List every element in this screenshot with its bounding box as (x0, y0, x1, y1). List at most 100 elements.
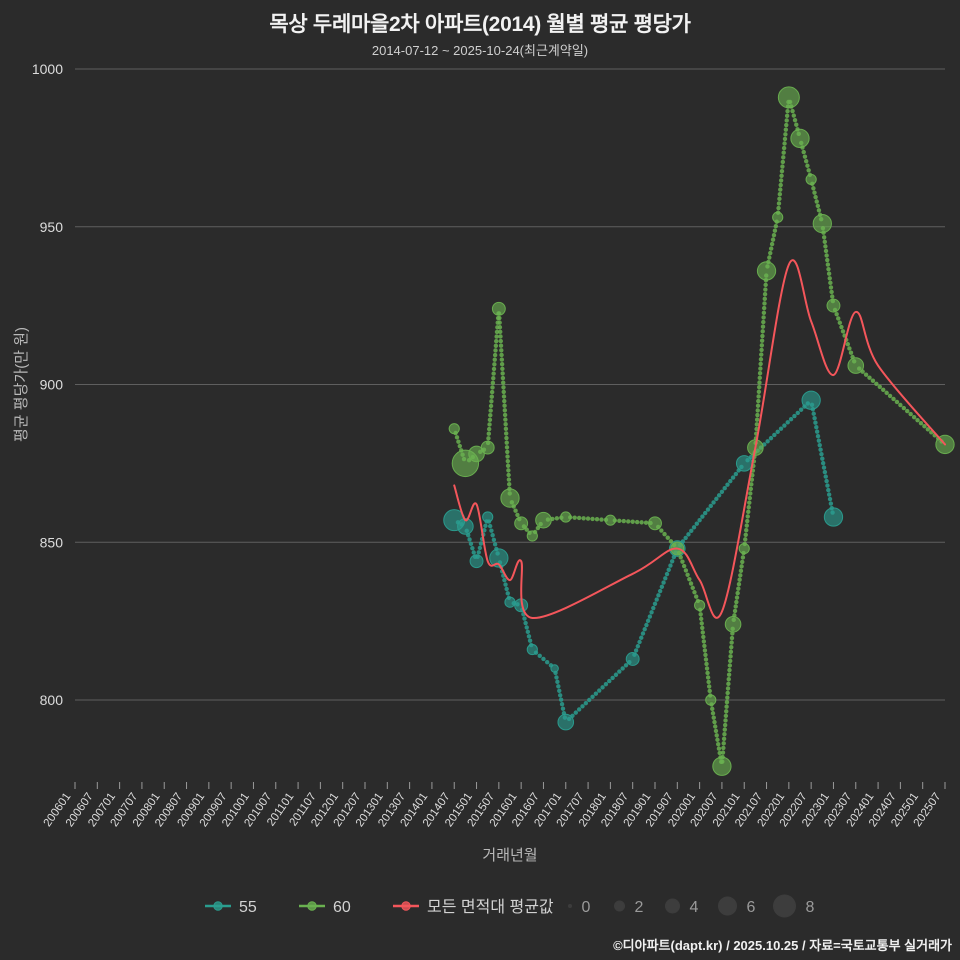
series-connector-dot (722, 486, 727, 491)
series-connector-dot (693, 594, 699, 599)
series-connector-dot (590, 516, 595, 522)
series-connector-dot (769, 241, 775, 247)
series-connector-dot (635, 644, 641, 649)
data-point-bubble[interactable] (482, 511, 494, 523)
series-connector-dot (497, 315, 502, 321)
legend-item-60[interactable]: 60 (299, 899, 351, 916)
series-connector-dot (668, 539, 674, 544)
series-connector-dot (768, 246, 774, 251)
series-connector-dot (454, 435, 460, 440)
data-point-bubble[interactable] (735, 455, 753, 472)
data-point-bubble[interactable] (604, 514, 616, 526)
data-point-bubble[interactable] (826, 298, 841, 313)
data-point-bubble[interactable] (823, 507, 844, 527)
data-point-bubble[interactable] (772, 211, 784, 223)
data-point-bubble[interactable] (790, 128, 810, 149)
data-point-bubble[interactable] (694, 599, 706, 611)
data-point-bubble[interactable] (448, 423, 460, 435)
data-point-bubble[interactable] (712, 756, 732, 776)
series-connector-dot (759, 352, 764, 357)
series-connector-dot (845, 341, 851, 347)
data-point-bubble[interactable] (705, 694, 717, 706)
data-point-bubble[interactable] (526, 643, 538, 656)
series-connector-dot (590, 694, 595, 700)
series-connector-dot (738, 573, 743, 578)
data-point-bubble[interactable] (526, 530, 538, 542)
series-connector-dot (554, 675, 559, 680)
series-connector-dot (661, 580, 666, 585)
series-connector-dot (814, 199, 819, 204)
series-connector-dot (759, 338, 765, 343)
series-connector-dot (777, 196, 782, 202)
average-line[interactable] (453, 259, 946, 619)
data-point-bubble[interactable] (480, 440, 495, 455)
legend-item-55[interactable]: 55 (205, 899, 257, 916)
legend-dot-swatch (307, 901, 317, 911)
series-connector-dot (668, 563, 673, 568)
series-connector-dot (759, 347, 764, 353)
series-connector-dot (726, 677, 731, 682)
data-point-bubble[interactable] (801, 390, 821, 410)
data-point-bubble[interactable] (648, 516, 662, 531)
series-connector-dot (733, 604, 738, 609)
data-point-bubble[interactable] (504, 596, 516, 608)
series-connector-dot (785, 109, 790, 114)
series-connector-dot (779, 173, 784, 178)
series-connector-dot (763, 282, 768, 288)
series-connector-dot (654, 597, 659, 602)
data-point-bubble[interactable] (738, 542, 750, 555)
data-point-bubble[interactable] (805, 173, 817, 186)
series-connector-dot (626, 519, 631, 524)
data-point-bubble[interactable] (812, 213, 832, 234)
series-connector-dot (617, 518, 622, 523)
data-point-bubble[interactable] (491, 301, 506, 316)
series-connector-dot (649, 610, 654, 615)
series-connector-dot (802, 154, 808, 159)
data-point-bubble[interactable] (756, 261, 777, 281)
data-point-bubble[interactable] (514, 516, 529, 531)
data-point-bubble[interactable] (724, 615, 742, 633)
series-connector-dot (468, 541, 474, 547)
series-connector-dot (755, 408, 760, 413)
data-point-bubble[interactable] (535, 511, 552, 529)
series-connector-dot (723, 718, 728, 723)
series-connector-dot (560, 706, 566, 711)
legend-item-모든 면적대 평균값[interactable]: 모든 면적대 평균값 (393, 898, 554, 916)
data-point-bubble[interactable] (625, 652, 640, 666)
y-tick-label: 950 (40, 219, 64, 235)
series-connector-dot (499, 348, 504, 353)
data-point-bubble[interactable] (489, 548, 509, 568)
series-connector-dot (792, 413, 797, 419)
series-connector-dot (894, 399, 900, 405)
data-point-bubble[interactable] (847, 357, 865, 374)
series-connector-dot (600, 685, 605, 690)
series-connector-dot (839, 324, 844, 330)
series-connector-dot (792, 117, 798, 123)
data-point-bubble[interactable] (468, 445, 485, 463)
data-point-bubble[interactable] (550, 664, 559, 673)
data-point-bubble[interactable] (469, 554, 484, 569)
data-point-bubble[interactable] (777, 86, 800, 109)
series-connector-dot (765, 439, 770, 444)
series-connector-dot (555, 679, 560, 685)
series-connector-dot (813, 194, 818, 200)
series-connector-dot (825, 483, 830, 488)
series-connector-dot (729, 635, 735, 641)
legend-dot-swatch (213, 901, 223, 911)
series-connector-dot (487, 523, 493, 529)
series-connector-dot (729, 640, 734, 645)
series-connector-dot (688, 581, 694, 586)
data-point-bubble[interactable] (557, 713, 575, 731)
series-connector-dot (490, 533, 495, 538)
series-connector-dot (761, 310, 767, 315)
series-connector-dot (905, 408, 910, 414)
data-point-bubble[interactable] (560, 511, 572, 523)
data-point-bubble[interactable] (500, 488, 520, 508)
series-connector-dot (494, 338, 499, 344)
series-connector-dot (490, 380, 496, 386)
series-connector-dot (503, 431, 509, 436)
series-connector-dot (544, 659, 550, 665)
series-connector-dot (639, 635, 644, 640)
series-connector-dot (708, 503, 713, 509)
series-connector-dot (826, 487, 831, 493)
